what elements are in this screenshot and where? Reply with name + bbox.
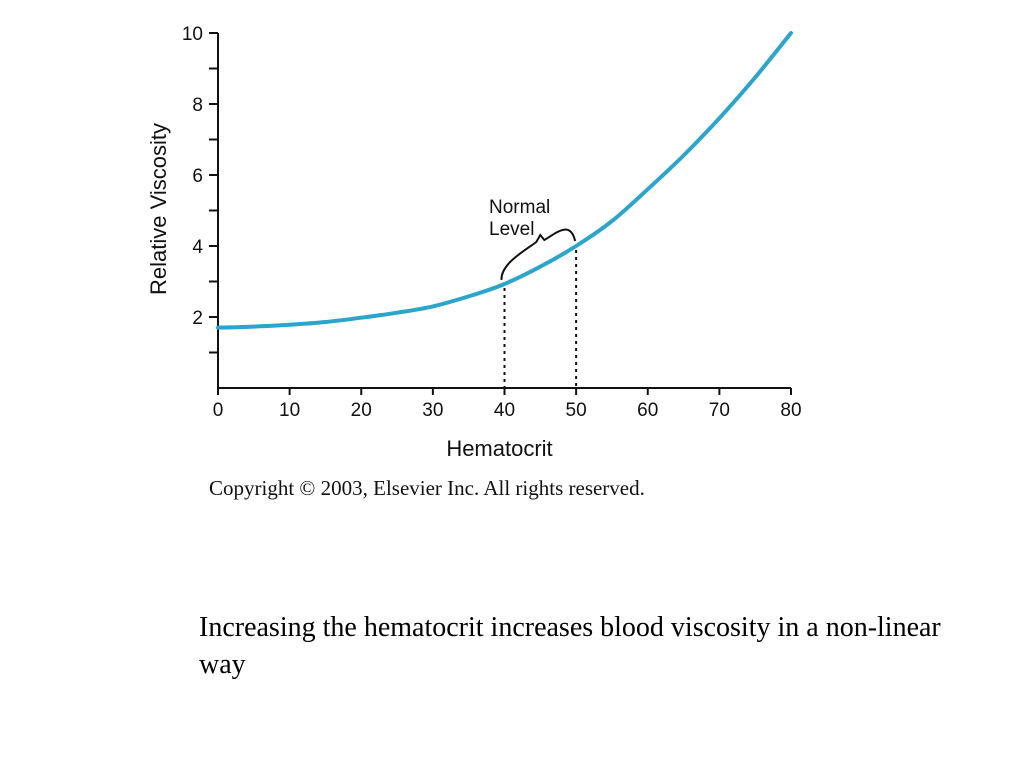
normal-range-brace [500,228,577,281]
normal-range-guides [500,228,578,387]
labels-layer: 0 10 20 30 40 50 60 70 80 2 4 6 8 10 Hematocrit Relativ… [146,24,802,461]
x-tick-label: 80 [780,400,801,421]
normal-level-label: Level [489,219,534,240]
x-tick-label: 20 [351,400,372,421]
caption-text: Increasing the hematocrit increases bloo… [199,612,941,680]
x-axis-title: Hematocrit [446,436,552,461]
y-tick-label: 4 [192,237,203,258]
y-axis-title: Relative Viscosity [146,123,171,295]
x-tick-label: 60 [637,400,658,421]
copyright-notice: Copyright © 2003, Elsevier Inc. All righ… [209,476,645,500]
viscosity-curve [216,31,793,330]
y-tick-label: 8 [192,95,203,116]
x-tick-label: 70 [709,400,730,421]
normal-level-label: Normal [489,197,550,218]
viscosity-chart: 0 10 20 30 40 50 60 70 80 2 4 6 8 10 Hematocrit Relativ… [146,24,802,461]
axes [209,32,792,395]
x-tick-label: 10 [279,400,300,421]
x-tick-label: 0 [213,400,224,421]
y-tick-label: 2 [192,308,203,329]
y-tick-label: 10 [182,24,203,45]
x-tick-label: 50 [566,400,587,421]
x-tick-label: 40 [494,400,515,421]
y-tick-label: 6 [192,166,203,187]
x-tick-label: 30 [422,400,443,421]
series-layer [216,31,793,330]
